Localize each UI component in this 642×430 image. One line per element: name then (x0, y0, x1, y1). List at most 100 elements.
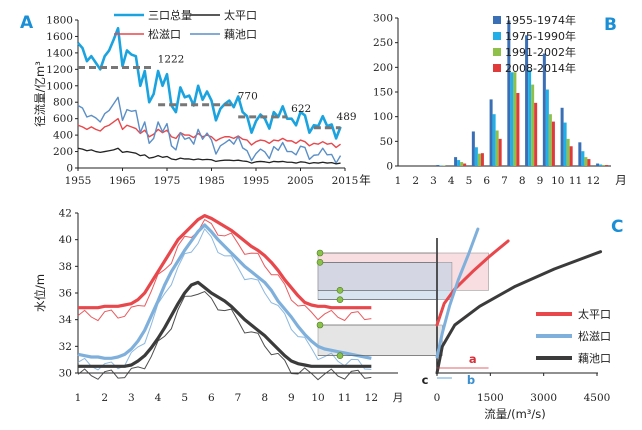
b-legend-label: 1975-1990年 (505, 29, 576, 43)
c-month-tick-label: 2 (101, 392, 108, 404)
b-bar-1991-2002年-8 (531, 84, 535, 166)
b-bar-1955-1974年-10 (560, 107, 564, 166)
b-bar-2008-2014年-12 (605, 165, 609, 166)
a-mean-label: 1222 (158, 54, 185, 66)
b-x-tick-label: 9 (537, 175, 544, 187)
b-x-tick-label: 4 (448, 175, 455, 187)
a-legend-label: 松滋口 (148, 27, 181, 41)
a-y-tick-label: 400 (53, 130, 73, 142)
a-y-tick-label: 200 (53, 146, 73, 158)
c-y-tick-label: 32 (59, 341, 72, 353)
c-band-label-c: c (422, 373, 429, 387)
panel-label-a: A (20, 13, 34, 33)
b-bar-2008-2014年-5 (480, 153, 484, 166)
b-bar-1955-1974年-9 (542, 53, 546, 166)
c-marker (336, 296, 344, 303)
b-bar-1991-2002年-4 (460, 162, 464, 166)
a-x-tick-label: 1995 (243, 175, 270, 187)
b-bar-2008-2014年-4 (463, 163, 467, 166)
a-legend-label: 太平口 (224, 9, 257, 22)
a-x-tick-label: 2005 (287, 175, 314, 187)
c-y-tick-label: 38 (59, 261, 72, 273)
a-series-line-藕池口 (77, 96, 342, 164)
a-y-tick-label: 800 (53, 97, 73, 109)
c-x-axis-label: 流量/(m³/s) (484, 407, 546, 421)
c-flow-tick-label: 4500 (584, 392, 611, 404)
c-month-tick-label: 1 (75, 392, 82, 404)
b-legend-label: 1991-2002年 (505, 45, 576, 59)
a-y-tick-label: 0 (66, 163, 73, 175)
b-bar-1955-1974年-7 (507, 20, 511, 166)
c-marker (316, 321, 324, 329)
c-series-line-藕池口 (78, 280, 372, 368)
c-marker (316, 249, 324, 257)
b-x-tick-label: 8 (519, 175, 526, 187)
b-bar-1991-2002年-6 (495, 130, 499, 166)
a-x-tick-label: 1965 (109, 175, 136, 187)
c-month-tick-label: 9 (288, 392, 295, 404)
b-bar-1955-1974年-4 (454, 157, 458, 166)
b-bar-2008-2014年-6 (498, 138, 502, 166)
b-y-tick-label: 100 (373, 111, 393, 123)
c-series-thin-太平口 (77, 218, 372, 322)
b-legend-swatch (493, 64, 501, 72)
b-y-tick-label: 200 (373, 62, 393, 74)
b-x-tick-label: 5 (466, 175, 473, 187)
b-y-tick-label: 50 (380, 136, 393, 148)
c-legend-label: 松滋口 (578, 329, 611, 343)
c-month-tick-label: 月 (393, 392, 404, 404)
a-x-tick-label: 2015 (332, 175, 359, 187)
a-series-line-三口总量 (77, 26, 342, 140)
b-y-tick-label: 300 (373, 13, 393, 25)
c-marker (316, 259, 324, 266)
c-flow-tick-label: 0 (434, 392, 441, 404)
a-x-tick-label: 1985 (198, 175, 225, 187)
b-bar-2008-2014年-7 (516, 92, 520, 166)
c-month-tick-label: 4 (155, 392, 162, 404)
b-legend-swatch (493, 16, 501, 24)
a-y-tick-label: 1000 (46, 80, 73, 92)
c-legend-label: 藕池口 (578, 352, 611, 365)
b-legend-swatch (493, 32, 501, 40)
c-flow-tick-label: 1500 (477, 392, 504, 404)
c-y-tick-label: 40 (59, 234, 72, 246)
a-x-tick-label: 1955 (65, 175, 92, 187)
b-bar-2008-2014年-10 (569, 146, 573, 166)
b-bar-1991-2002年-11 (584, 157, 588, 166)
b-bar-1991-2002年-5 (477, 153, 481, 166)
b-legend-label: 2008-2014年 (505, 61, 576, 75)
a-y-tick-label: 1600 (46, 31, 73, 43)
b-x-tick-label: 3 (430, 175, 437, 187)
b-bar-1975-1990年-5 (474, 147, 478, 166)
c-rating-curve-松滋口 (435, 227, 480, 359)
b-x-tick-label: 1 (395, 175, 402, 187)
c-month-tick-label: 3 (128, 392, 135, 404)
c-rating-curve-太平口 (435, 239, 510, 327)
panel-label-c: C (611, 217, 623, 237)
panel-a-runoff-chart: 0 200 400 600 800 1000 1200 1400 1600 1800 1955 196… (33, 8, 371, 187)
c-rating-curve-藕池口 (435, 250, 603, 375)
b-bar-1975-1990年-9 (545, 89, 549, 166)
a-series-line-松滋口 (77, 117, 341, 149)
c-month-tick-label: 8 (261, 392, 268, 404)
b-bar-1975-1990年-6 (492, 114, 496, 166)
b-legend-swatch (493, 48, 501, 56)
b-bar-1955-1974年-11 (578, 142, 582, 166)
a-legend-label: 三口总量 (148, 8, 192, 22)
b-bar-1955-1974年-3 (436, 165, 440, 166)
c-band-松滋口 (317, 262, 453, 300)
c-legend-label: 太平口 (578, 308, 611, 321)
b-bar-1991-2002年-7 (513, 72, 517, 166)
c-flow-tick-label: 3000 (530, 392, 557, 404)
b-bar-2008-2014年-9 (551, 121, 555, 166)
b-x-tick-label: 11 (569, 175, 582, 187)
b-bar-1975-1990年-4 (457, 160, 461, 166)
a-y-tick-label: 1200 (46, 64, 73, 76)
c-y-tick-label: 42 (59, 208, 72, 220)
b-x-tick-label: 10 (551, 175, 564, 187)
b-bar-2008-2014年-8 (534, 102, 538, 166)
c-month-tick-label: 6 (208, 392, 215, 404)
